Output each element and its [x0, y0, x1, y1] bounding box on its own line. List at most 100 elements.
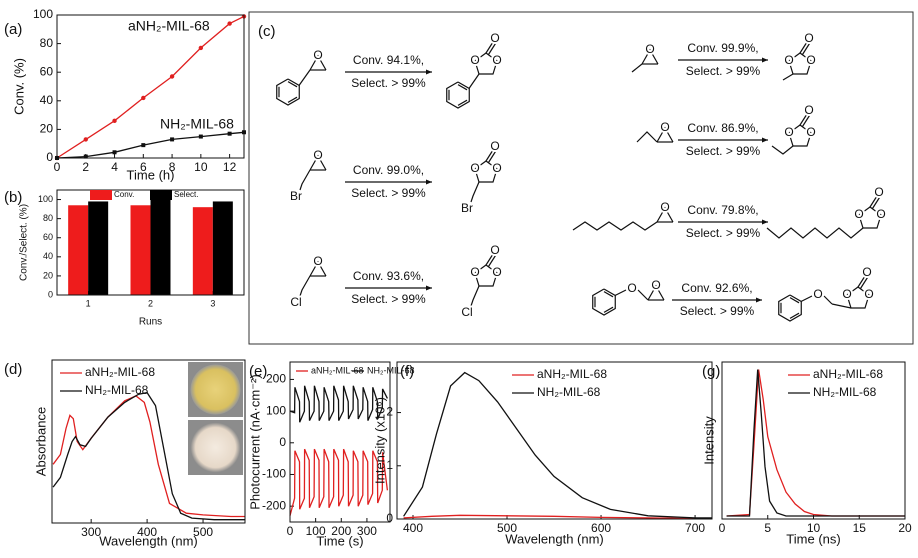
x-tick-label: 0: [719, 521, 726, 535]
atom-label: O: [804, 103, 813, 117]
x-tick-label: 300: [81, 525, 101, 539]
x-tick-label: 20: [898, 521, 912, 535]
conversion-label: Conv. 93.6%,: [353, 269, 424, 283]
atom-label: O: [806, 53, 815, 67]
photo-powder: [190, 422, 241, 473]
x-axis-label: Time (ns): [786, 531, 840, 546]
bond: [857, 275, 866, 288]
y-tick-label: 40: [43, 251, 53, 261]
y-axis-label: Intensity (x10⁶): [372, 397, 387, 484]
bar: [212, 201, 233, 295]
bond: [470, 285, 480, 307]
atom-label: O: [854, 207, 863, 221]
plot-frame: [396, 361, 713, 520]
panel-label: (f): [400, 363, 414, 380]
plot-frame: [289, 361, 391, 523]
data-point: [170, 137, 175, 142]
bond: [592, 288, 616, 316]
y-tick-label: 0: [386, 511, 393, 525]
arrow-head: [762, 57, 768, 63]
atom-label: O: [470, 161, 479, 175]
bar: [88, 201, 109, 295]
x-tick-label: 200: [331, 524, 351, 538]
atom-label: Br: [461, 201, 473, 215]
bar: [68, 205, 89, 295]
atom-label: O: [660, 120, 669, 134]
bond: [799, 113, 808, 126]
x-tick-label: 100: [306, 524, 326, 538]
bond: [846, 286, 870, 309]
bond: [782, 73, 794, 81]
bond: [789, 297, 800, 304]
plot-frame: [721, 361, 906, 520]
bond: [446, 81, 470, 109]
bond: [766, 227, 864, 239]
selectivity-label: Select. > 99%: [686, 144, 761, 158]
bond: [603, 291, 614, 298]
reaction-panel-frame: [248, 11, 914, 345]
legend-label: NH₂-MIL-68: [537, 385, 601, 399]
y-tick-label: 100: [266, 403, 286, 417]
bond: [871, 197, 881, 209]
bond: [823, 295, 833, 305]
y-tick-label: 0: [48, 289, 53, 299]
bond: [470, 181, 480, 203]
x-axis-label: Runs: [139, 317, 162, 328]
y-tick-label: 200: [266, 372, 286, 386]
data-point: [141, 143, 146, 148]
bond: [309, 260, 327, 277]
legend-label: Conv.: [114, 190, 134, 199]
bond: [656, 126, 674, 143]
bond: [298, 69, 311, 86]
bond: [485, 253, 494, 266]
atom-label: O: [627, 281, 636, 295]
bond: [299, 169, 311, 191]
reaction-structures: [276, 41, 882, 322]
x-tick-label: 10: [807, 521, 821, 535]
bond: [287, 81, 298, 88]
bond: [487, 43, 497, 55]
x-tick-label: 500: [193, 525, 213, 539]
atom-label: O: [313, 148, 322, 162]
bond: [299, 275, 311, 297]
x-axis-label: Wavelength (nm): [505, 531, 604, 546]
bond: [603, 306, 614, 313]
panel-label: (c): [258, 23, 276, 40]
atom-label: O: [490, 31, 499, 45]
bond: [468, 73, 480, 89]
legend-label: aNH₂-MIL-68: [85, 365, 155, 379]
data-point: [169, 74, 175, 79]
legend-label: Select.: [174, 190, 198, 199]
data-line: [726, 369, 905, 517]
legend-label: aNH₂-MIL-68: [813, 367, 883, 381]
bond: [309, 54, 327, 71]
conversion-label: Conv. 79.8%,: [687, 203, 758, 217]
selectivity-label: Select. > 99%: [351, 76, 426, 90]
bond: [474, 160, 498, 183]
atom-label: O: [842, 287, 851, 301]
data-line: [403, 514, 712, 520]
series-label: NH₂-MIL-68: [160, 116, 234, 132]
x-tick-label: 2: [82, 160, 89, 174]
legend-label: NH₂-MIL-68: [813, 385, 877, 399]
atom-label: O: [470, 265, 479, 279]
plot-frame: [56, 14, 245, 159]
selectivity-label: Select. > 99%: [351, 186, 426, 200]
x-tick-label: 15: [853, 521, 867, 535]
bond: [778, 294, 802, 322]
data-line: [289, 448, 389, 516]
data-point: [227, 21, 232, 26]
atom-label: O: [804, 31, 813, 45]
y-tick-label: 100: [33, 7, 53, 21]
x-tick-label: 5: [764, 521, 771, 535]
panel-label: (b): [4, 189, 22, 206]
legend-swatch: [90, 190, 112, 200]
bond: [572, 221, 658, 231]
atom-label: O: [864, 287, 873, 301]
bond: [457, 99, 468, 106]
atom-label: O: [874, 185, 883, 199]
selectivity-label: Select. > 99%: [351, 292, 426, 306]
legend-label: NH₂-MIL-68: [85, 383, 149, 397]
